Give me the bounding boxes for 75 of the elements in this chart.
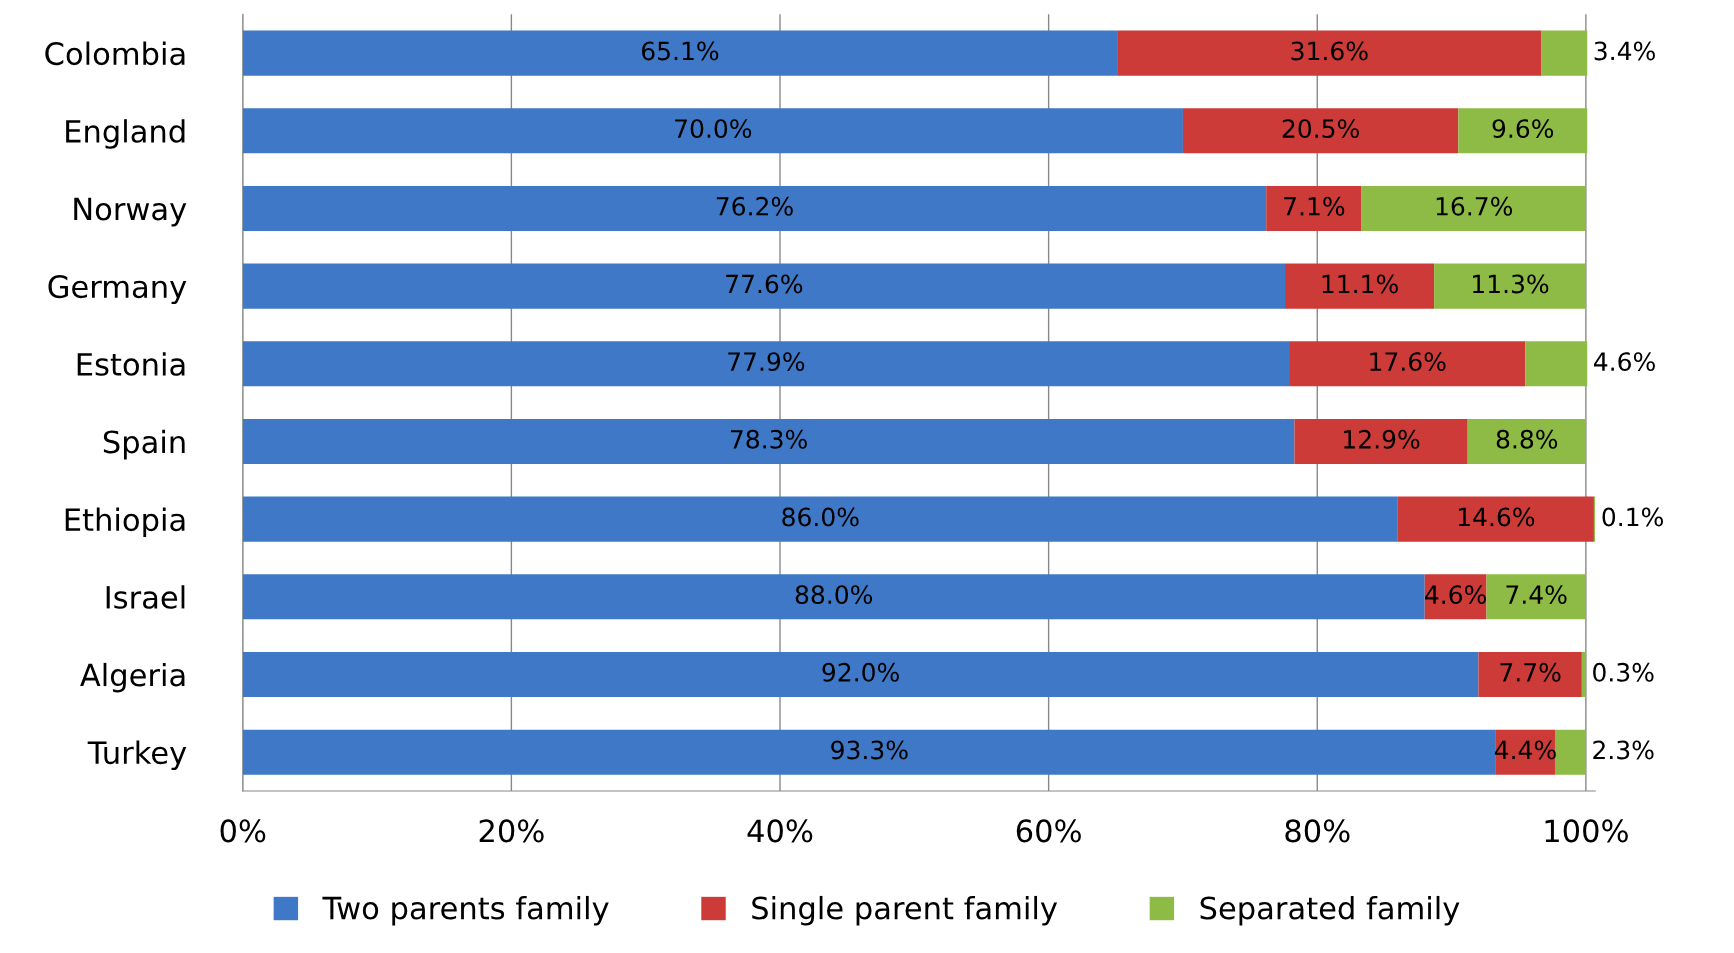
data-label: 86.0% — [782, 507, 859, 527]
data-label: 0.1% — [1602, 507, 1663, 527]
data-label: 77.6% — [726, 274, 803, 294]
legend-label: Separated family — [1200, 895, 1460, 926]
bar — [242, 341, 1290, 387]
bar — [1266, 185, 1362, 231]
data-label: 2.3% — [1593, 740, 1654, 760]
bar — [242, 651, 1479, 698]
bar — [1467, 418, 1586, 464]
data-label: 31.6% — [1291, 41, 1368, 61]
y-tick-label: Ethiopia — [65, 507, 185, 538]
bar — [1554, 729, 1586, 775]
legend-label: Single parent family — [752, 895, 1058, 926]
bar — [1294, 418, 1468, 464]
data-label: 11.1% — [1322, 274, 1398, 294]
bar — [1541, 30, 1588, 76]
data-label: 12.9% — [1344, 429, 1420, 449]
data-label: 0.3% — [1593, 662, 1654, 682]
bar — [1525, 341, 1588, 387]
bar — [242, 418, 1295, 464]
data-label: 20.5% — [1282, 119, 1359, 139]
bar — [1581, 651, 1586, 698]
data-label: 14.6% — [1458, 507, 1535, 527]
y-tick-label: Norway — [74, 197, 187, 227]
bar — [1434, 263, 1586, 309]
data-label: 7.4% — [1506, 585, 1567, 605]
bar — [242, 574, 1425, 620]
x-tick-label: 60% — [1016, 819, 1081, 843]
x-tick-label: 80% — [1285, 819, 1350, 843]
bar — [1361, 185, 1586, 231]
data-label: 77.9% — [728, 352, 805, 372]
y-tick-label: Colombia — [45, 41, 185, 66]
data-label: 17.6% — [1370, 352, 1446, 372]
data-label: 3.4% — [1594, 41, 1655, 61]
data-label: 88.0% — [795, 585, 873, 605]
bar — [242, 185, 1267, 231]
data-label: 92.0% — [822, 662, 899, 682]
data-label: 4.6% — [1425, 585, 1486, 605]
y-tick-label: Estonia — [77, 352, 185, 376]
data-label: 7.1% — [1284, 196, 1345, 216]
y-tick-label: Spain — [103, 429, 185, 460]
data-label: 78.3% — [730, 429, 807, 449]
bar — [1117, 30, 1542, 76]
data-label: 65.1% — [641, 41, 719, 61]
bar — [242, 263, 1286, 309]
data-label: 9.6% — [1492, 119, 1554, 139]
data-label: 11.3% — [1473, 274, 1549, 294]
data-label: 8.8% — [1496, 429, 1558, 449]
data-label: 76.2% — [716, 196, 793, 216]
bar — [242, 30, 1118, 76]
x-tick-label: 0% — [220, 819, 266, 843]
y-tick-label: England — [66, 119, 185, 149]
bar — [1289, 341, 1526, 387]
bar — [1397, 496, 1594, 542]
bar — [242, 729, 1496, 775]
legend-label: Two parents family — [322, 895, 609, 926]
y-tick-label: Israel — [106, 585, 185, 609]
x-tick-label: 40% — [747, 819, 813, 843]
data-label: 7.7% — [1500, 662, 1561, 682]
bar — [1458, 108, 1588, 154]
bar — [242, 108, 1183, 154]
data-label: 93.3% — [831, 740, 908, 760]
bar — [1478, 651, 1582, 698]
data-label: 16.7% — [1436, 196, 1513, 216]
bar — [1182, 108, 1459, 154]
y-tick-label: Algeria — [80, 662, 185, 693]
x-tick-label: 20% — [479, 819, 544, 843]
bar — [1285, 263, 1435, 309]
data-label: 4.6% — [1594, 352, 1655, 372]
y-tick-label: Germany — [48, 275, 187, 305]
x-tick-label: 100% — [1545, 819, 1628, 843]
bar — [242, 496, 1398, 542]
y-tick-label: Turkey — [87, 740, 187, 771]
data-label: 70.0% — [675, 119, 752, 139]
bar — [1486, 574, 1586, 620]
